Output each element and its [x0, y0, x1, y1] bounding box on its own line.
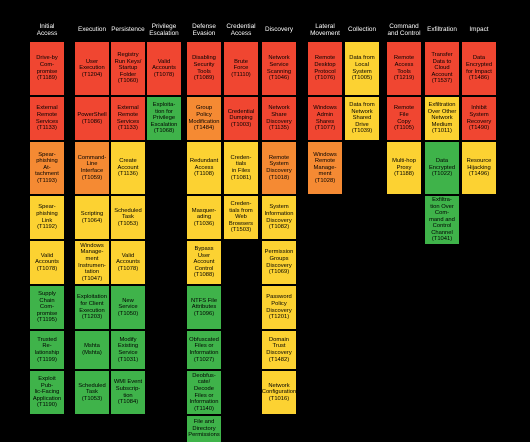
technique-cell[interactable]: Creden- tials in Files (T1081)	[224, 142, 258, 194]
technique-cell[interactable]: Remote Access Tools (T1219)	[387, 42, 421, 95]
technique-cell[interactable]: Create Account (T1136)	[111, 142, 145, 194]
technique-cell[interactable]: Network Service Scanning (T1046)	[262, 42, 296, 95]
technique-cell[interactable]: WMI Event Subscrip- tion (T1084)	[111, 371, 145, 414]
technique-cell[interactable]: Group Policy Modification (T1484)	[187, 97, 221, 140]
tactic-header: Initial Access	[36, 22, 58, 37]
technique-cell[interactable]: Spear- phishing Link (T1192)	[30, 196, 64, 239]
technique-cell[interactable]: Exploita- tion for Privilege Escalation …	[147, 97, 181, 140]
tactic-header: Execution	[77, 26, 107, 34]
technique-cell[interactable]: Multi-hop Proxy (T1188)	[387, 142, 421, 194]
technique-cell[interactable]: Spear- phishing At- tachment (T1193)	[30, 142, 64, 194]
technique-cell[interactable]: Inhibit System Recovery (T1490)	[462, 97, 496, 140]
technique-cell[interactable]: Redundant Access (T1108)	[187, 142, 221, 194]
technique-cell[interactable]: Valid Accounts (T1078)	[111, 241, 145, 284]
technique-cell[interactable]: External Remote Services (T1133)	[111, 97, 145, 140]
technique-cell[interactable]: Remote System Discovery (T1018)	[262, 142, 296, 194]
technique-cell[interactable]: Exfiltration Over Other Network Medium (…	[425, 97, 459, 140]
technique-cell[interactable]: System Information Discovery (T1082)	[262, 196, 296, 239]
technique-cell[interactable]: Obfuscated Files or Information (T1027)	[187, 331, 221, 369]
technique-cell[interactable]: Network Share Discovery (T1135)	[262, 97, 296, 140]
technique-cell[interactable]: Password Policy Discovery (T1201)	[262, 286, 296, 329]
technique-cell[interactable]: Scheduled Task (T1053)	[111, 196, 145, 239]
technique-cell[interactable]: Transfer Data to Cloud Account (T1537)	[425, 42, 459, 95]
technique-cell[interactable]: Brute Force (T1110)	[224, 42, 258, 95]
technique-cell[interactable]: User Execution (T1204)	[75, 42, 109, 95]
technique-cell[interactable]: Resource Hijacking (T1496)	[462, 142, 496, 194]
technique-cell[interactable]: Command- Line Interface (T1059)	[75, 142, 109, 194]
technique-cell[interactable]: Remote File Copy (T1105)	[387, 97, 421, 140]
technique-cell[interactable]: Windows Remote Manage- ment (T1028)	[308, 142, 342, 194]
technique-cell[interactable]: Registry Run Keys/ Startup Folder (T1060…	[111, 42, 145, 95]
tactic-header: Discovery	[264, 26, 294, 34]
technique-cell[interactable]: Modify Existing Service (T1031)	[111, 331, 145, 369]
technique-cell[interactable]: File and Directory Permissions	[187, 416, 221, 442]
technique-cell[interactable]: Mshta (Mshta)	[75, 331, 109, 369]
technique-cell[interactable]: Scripting (T1064)	[75, 196, 109, 239]
technique-cell[interactable]: Valid Accounts (T1078)	[147, 42, 181, 95]
technique-cell[interactable]: Deobfus- cate/ Decode Files or Informati…	[187, 371, 221, 414]
technique-cell[interactable]: Disabling Security Tools (T1089)	[187, 42, 221, 95]
technique-cell[interactable]: Valid Accounts (T1078)	[30, 241, 64, 284]
technique-cell[interactable]: Masquer- ading (T1036)	[187, 196, 221, 239]
technique-cell[interactable]: Exploit Pub- lic-Facing Application (T11…	[30, 371, 64, 414]
technique-cell[interactable]: Windows Admin Shares (T1077)	[308, 97, 342, 140]
technique-cell[interactable]: Network Configuration (T1016)	[262, 371, 296, 414]
tactic-header: Command and Control	[387, 22, 421, 37]
technique-cell[interactable]: Domain Trust Discovery (T1482)	[262, 331, 296, 369]
tactic-header: Privilege Escalation	[149, 22, 179, 37]
technique-cell[interactable]: Credential Dumping (T1003)	[224, 97, 258, 140]
technique-cell[interactable]: NTFS File Attributes (T1096)	[187, 286, 221, 329]
technique-cell[interactable]: Remote Desktop Protocol (T1076)	[308, 42, 342, 95]
technique-cell[interactable]: Drive-by Com- promise (T1189)	[30, 42, 64, 95]
tactic-header: Lateral Movement	[310, 22, 340, 37]
technique-cell[interactable]: Windows Manage- ment Instrumen- tation (…	[75, 241, 109, 284]
technique-cell[interactable]: Data Encrypted (T1022)	[425, 142, 459, 194]
tactic-header: Exfiltration	[427, 26, 457, 34]
tactic-header: Collection	[347, 26, 377, 34]
technique-cell[interactable]: Exfiltra- tion Over Com- mand and Contro…	[425, 196, 459, 244]
technique-cell[interactable]: Permission Groups Discovery (T1069)	[262, 241, 296, 284]
tactic-header: Defense Evasion	[192, 22, 216, 37]
technique-cell[interactable]: New Service (T1050)	[111, 286, 145, 329]
tactic-header: Persistence	[111, 26, 145, 34]
tactic-header: Credential Access	[226, 22, 256, 37]
technique-cell[interactable]: External Remote Services (T1133)	[30, 97, 64, 140]
technique-cell[interactable]: Supply Chain Com- promise (T1195)	[30, 286, 64, 329]
technique-cell[interactable]: Bypass User Account Control (T1088)	[187, 241, 221, 284]
technique-cell[interactable]: Data from Local System (T1005)	[345, 42, 379, 95]
technique-cell[interactable]: Trusted Re- lationship (T1199)	[30, 331, 64, 369]
tactic-header: Impact	[469, 26, 489, 34]
technique-cell[interactable]: Data from Network Shared Drive (T1039)	[345, 97, 379, 140]
technique-cell[interactable]: Creden- tials from Web Browsers (T1503)	[224, 196, 258, 239]
technique-cell[interactable]: Scheduled Task (T1053)	[75, 371, 109, 414]
technique-cell[interactable]: Exploitation for Client Execution (T1203…	[75, 286, 109, 329]
technique-cell[interactable]: Data Encrypted for Impact (T1486)	[462, 42, 496, 95]
technique-cell[interactable]: PowerShell (T1086)	[75, 97, 109, 140]
